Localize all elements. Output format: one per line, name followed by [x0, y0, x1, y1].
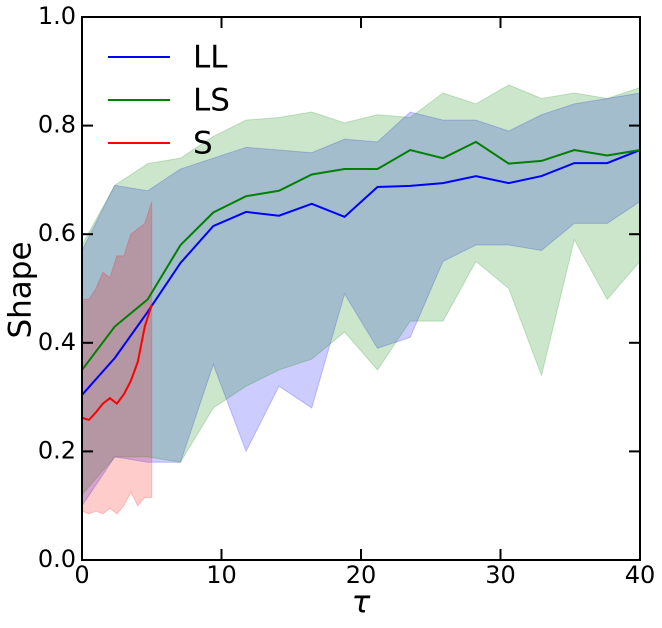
series-line — [81, 140, 641, 371]
y-tick-label: 0.4 — [38, 328, 76, 356]
y-tick-label: 0.8 — [38, 111, 76, 139]
bands — [81, 84, 641, 515]
series-line — [81, 149, 641, 396]
x-tick-label: 10 — [206, 561, 237, 589]
confidence-band — [81, 201, 153, 515]
series-line — [81, 304, 153, 422]
confidence-band — [81, 84, 641, 497]
y-axis-label: Shape — [3, 241, 39, 338]
legend: LL LS S — [108, 40, 230, 162]
x-tick-label: 30 — [485, 561, 516, 589]
legend-label: LS — [193, 83, 230, 119]
x-tick-label: 20 — [346, 561, 377, 589]
x-axis-label: τ — [352, 585, 371, 621]
y-tick-label: 0.0 — [38, 545, 76, 573]
legend-label: LL — [193, 40, 228, 76]
legend-label: S — [193, 126, 213, 162]
lines — [81, 140, 641, 422]
x-tick-label: 0 — [74, 561, 89, 589]
y-tick-label: 1.0 — [38, 2, 76, 30]
axes: 0 10 20 30 40 0.0 0.2 0.4 0.6 0.8 1.0 — [38, 2, 655, 589]
x-tick-label: 40 — [625, 561, 656, 589]
y-tick-label: 0.2 — [38, 436, 76, 464]
y-tick-label: 0.6 — [38, 219, 76, 247]
